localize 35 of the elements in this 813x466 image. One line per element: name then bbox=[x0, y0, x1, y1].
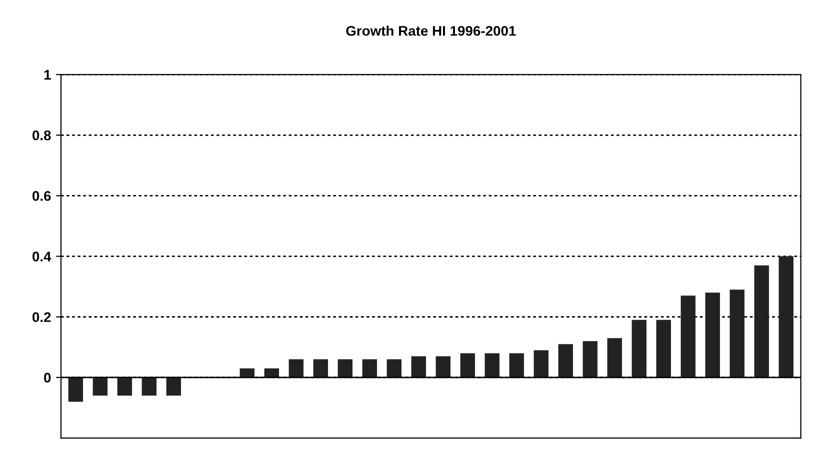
bar bbox=[730, 290, 744, 378]
y-tick-label: 0 bbox=[44, 372, 51, 383]
bar bbox=[484, 353, 500, 378]
bar bbox=[240, 368, 255, 378]
bar bbox=[632, 320, 646, 378]
bar bbox=[582, 341, 598, 378]
y-tick-label: 0.2 bbox=[32, 312, 51, 322]
bar bbox=[313, 359, 328, 378]
bar bbox=[362, 359, 377, 378]
bar bbox=[142, 377, 157, 396]
y-tick-label: 0.6 bbox=[32, 191, 51, 201]
bar bbox=[166, 377, 182, 396]
bar bbox=[386, 359, 402, 378]
bar bbox=[436, 356, 450, 378]
bar bbox=[754, 265, 769, 378]
bar bbox=[656, 320, 671, 378]
bar bbox=[288, 359, 304, 378]
bar bbox=[460, 353, 475, 378]
y-tick-label: 0.4 bbox=[32, 252, 52, 262]
bar bbox=[607, 338, 622, 378]
bar bbox=[534, 350, 548, 378]
chart-title: Growth Rate HI 1996-2001 bbox=[346, 26, 516, 36]
bar bbox=[264, 368, 280, 378]
y-tick-label: 1 bbox=[44, 70, 51, 80]
bar bbox=[117, 377, 132, 396]
bar bbox=[558, 344, 573, 378]
bar bbox=[411, 356, 426, 378]
bar bbox=[68, 377, 84, 402]
bar bbox=[338, 359, 352, 378]
bar bbox=[92, 377, 108, 396]
bar bbox=[705, 292, 720, 378]
y-tick-label: 0.8 bbox=[32, 130, 51, 140]
bar bbox=[778, 256, 794, 378]
bar bbox=[680, 296, 696, 378]
bar bbox=[509, 353, 524, 378]
